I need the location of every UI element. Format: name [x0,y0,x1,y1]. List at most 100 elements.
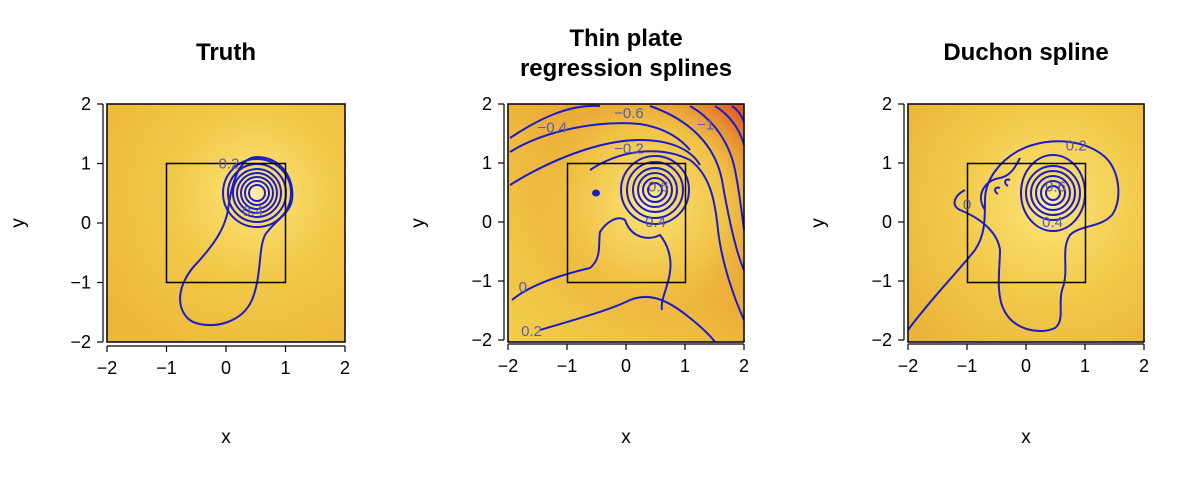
contour-label: −0.2 [614,140,644,157]
contour-line [222,158,292,228]
x-tick-label: 2 [1139,356,1149,376]
y-tick-label: 1 [482,153,492,173]
contour-line [626,161,684,219]
contour-line [589,150,745,321]
contour-line [620,155,690,225]
contour-label: −1 [697,117,714,134]
contour-line [1035,175,1071,211]
y-axis-label: y [8,218,29,228]
contour-line [509,122,691,153]
contour-line [539,295,716,343]
y-axis-label: y [408,218,429,228]
contour-line [907,140,1120,332]
contour-lines [907,140,1120,332]
y-tick-label: 0 [882,212,892,232]
y-tick-label: −2 [70,332,91,352]
contour-line [632,167,678,213]
y-tick-label: −2 [471,330,492,350]
y-tick-label: −1 [871,271,892,291]
contour-line [642,177,668,203]
contour-label: 0.2 [219,156,240,173]
x-tick-label: 1 [1080,356,1090,376]
y-axis: −2 −1 0 1 2 [871,94,905,350]
x-tick-label: 0 [1021,356,1031,376]
inner-square [566,162,687,284]
contour-line [511,217,672,311]
contour-label: 0.6 [648,179,669,196]
contour-line [1025,165,1081,221]
contour-line [232,168,282,218]
contour-line [1030,170,1076,216]
x-tick-label: −2 [97,358,118,378]
y-tick-label: −1 [70,273,91,293]
panel-thin-plate: Thin plate regression splines −0.4−0.6−0… [408,25,749,448]
contour-line [637,172,673,208]
contour-label: −0.6 [614,105,644,122]
x-axis-label: x [621,427,631,448]
x-tick-label: 0 [621,356,631,376]
contour-label: 0.4 [1042,214,1063,231]
contour-labels: 0.2 0.4 [219,156,264,221]
heatmap-surface [908,104,1144,342]
y-tick-label: 0 [81,213,91,233]
x-axis: −2 −1 0 1 2 [898,343,1149,376]
panel-truth: Truth 0.2 0.4 −2 −1 0 1 2 −2 −1 0 1 2 x y [8,39,350,448]
x-tick-label: 1 [680,356,690,376]
x-tick-label: 2 [340,358,350,378]
inner-square [966,162,1087,284]
contour-line [689,105,745,231]
panel-title-line-1: Thin plate [569,25,682,52]
contour-line [509,138,701,186]
y-tick-label: −1 [471,271,492,291]
contour-label: 0.2 [1066,137,1087,154]
contour-line [1045,185,1061,201]
x-tick-label: 2 [739,356,749,376]
y-tick-label: 1 [81,154,91,174]
contour-labels: −0.4 −0.6 −0.2 −1 0.6 0.4 0 0.2 [519,105,715,340]
contour-label: 0.6 [1045,179,1066,196]
panel-title: Truth [196,39,256,66]
x-tick-label: −1 [557,356,578,376]
x-tick-label: −1 [156,358,177,378]
contour-line [994,178,1011,195]
y-axis: −2 −1 0 1 2 [471,94,505,350]
contour-line [509,104,601,139]
contour-line [647,182,663,198]
contour-labels: 0.2 0 0.6 0.4 [963,137,1087,231]
y-tick-label: −2 [871,330,892,350]
panel-title-line-2: regression splines [520,55,732,82]
contour-line [714,105,745,146]
plot-frame [907,103,1145,343]
y-tick-label: 1 [882,153,892,173]
contour-line [236,172,278,214]
x-tick-label: −1 [957,356,978,376]
contour-line [244,180,270,206]
heatmap-surface [107,104,345,342]
x-axis: −2 −1 0 1 2 [498,343,749,376]
contour-label: 0 [963,196,971,213]
contour-label: 0 [519,279,527,296]
contour-line [980,157,1021,211]
y-tick-label: 0 [482,212,492,232]
contour-line [240,176,274,210]
contour-line [248,184,266,202]
x-axis-label: x [221,427,231,448]
panel-duchon: Duchon spline 0.2 0 0.6 0.4 −2 −1 0 1 2 −2 −1 0 1 2… [808,39,1149,448]
contour-label: 0.4 [645,214,666,231]
x-tick-label: 1 [280,358,290,378]
contour-line [179,155,294,326]
plot-frame [106,103,346,343]
contour-line [592,189,600,197]
plot-frame [507,103,745,343]
x-tick-label: −2 [898,356,919,376]
contour-label: 0.2 [521,323,542,340]
x-axis: −2 −1 0 1 2 [97,345,350,378]
contour-lines [509,104,745,343]
contour-line [649,105,745,271]
y-axis: −2 −1 0 1 2 [70,94,104,352]
panel-title: Duchon spline [943,39,1108,66]
y-tick-label: 2 [81,94,91,114]
x-axis-label: x [1021,427,1031,448]
